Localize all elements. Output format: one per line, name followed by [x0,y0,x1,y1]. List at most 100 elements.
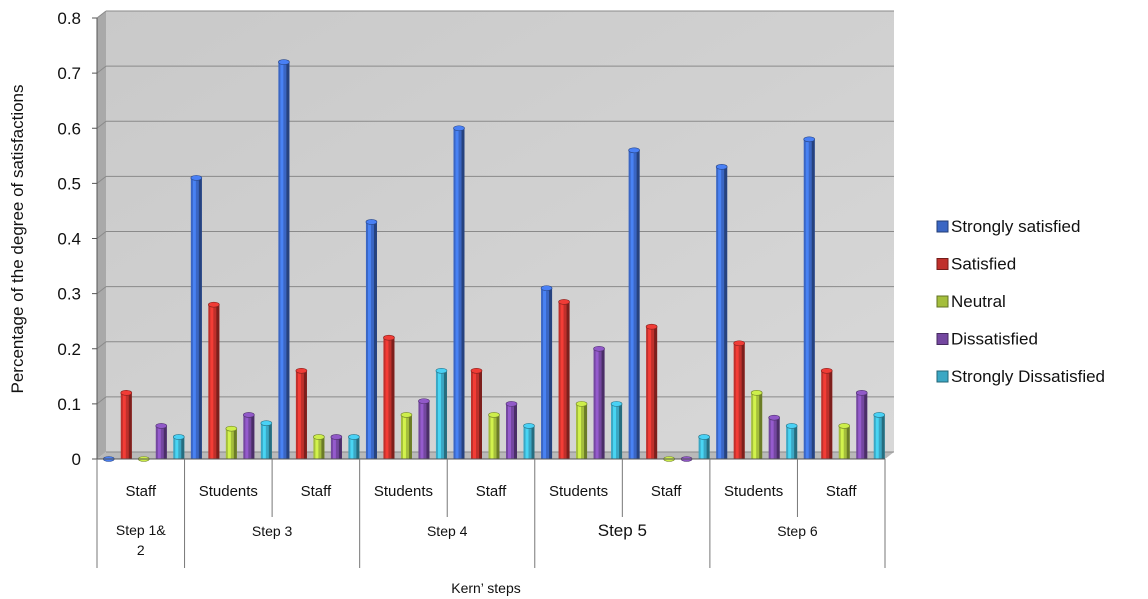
bar-highlight [490,414,494,459]
bar-body [295,370,307,459]
bar-highlight [280,62,284,459]
bar-cap [470,367,483,374]
bar [453,125,465,459]
bar-highlight [455,128,459,459]
bar-body [768,417,780,459]
bar [715,164,728,459]
legend-swatch [936,220,949,233]
bar [295,367,308,459]
bar-body [471,370,482,459]
x-tick-label: Staff [476,483,507,500]
x-axis: Staff Students Staff Students Staff Students S… [96,458,886,568]
bar-highlight [402,414,406,459]
bar-shadow [776,417,780,459]
bar-body [751,392,763,459]
bar-highlight [350,436,354,459]
bar-highlight [385,337,389,459]
bar-highlight [700,436,704,459]
bar-shadow [181,436,185,459]
bar-cap [505,401,518,407]
y-axis-label: Percentage of the degree of satisfaction… [8,84,27,393]
x-axis-label: Kern’ steps [451,580,521,596]
bar [278,59,290,459]
bar [505,401,518,459]
bar-body [365,221,377,459]
bar-shadow [514,403,517,459]
bar-body [698,436,710,459]
bar-shadow [829,370,833,459]
bar-cap [855,390,868,396]
bar-body [400,414,412,459]
bar [190,175,203,460]
y-tick-label: 0.8 [57,9,81,28]
bar-highlight [157,425,161,459]
bar-body [190,177,202,460]
bar [488,412,500,459]
bar-body [786,425,798,459]
group-label: Step 1& 2 [116,522,166,558]
bar-highlight [175,436,179,459]
bar-body [120,392,132,459]
bar-body [278,62,290,459]
bar-highlight [245,414,249,459]
bar-body [541,288,553,459]
bar-body [803,139,815,459]
legend-swatch [936,295,949,308]
y-tick-label: 0.5 [57,174,81,193]
bar [873,412,886,459]
x-tick-label: Students [374,483,433,500]
bar-body [488,414,500,459]
bar [225,425,238,459]
bar-shadow [303,370,307,459]
bar [172,434,185,459]
legend-item: Neutral [936,292,1006,311]
bar-highlight [297,370,301,459]
bar-cap [873,412,886,418]
x-tick-label: Staff [651,483,682,500]
bar-shadow [338,436,342,459]
bar-body [173,436,185,459]
bar-body [208,304,220,459]
bar-highlight [770,417,774,459]
bar-body [330,436,342,459]
x-tick-label: Staff [125,483,156,500]
bar-body [506,403,517,459]
bar-highlight [525,425,529,459]
bar-highlight [332,436,336,459]
bar-cap [278,59,290,65]
legend-swatch [936,370,949,383]
bar-body [576,403,588,459]
bar-cap [628,147,640,154]
bar-shadow [549,288,553,459]
bar-body [418,401,430,459]
bar-shadow [584,403,588,459]
bar-body [646,326,658,459]
bar [470,367,483,459]
bar-cap [120,390,133,396]
bar-body [348,436,360,459]
bar [838,423,851,459]
gridline [96,175,107,184]
bar-shadow [251,414,255,459]
bar-body [313,436,325,459]
gridline [96,10,107,19]
bar-shadow [531,425,535,459]
bar-highlight [543,288,547,459]
bar-highlight [648,326,652,459]
bar-shadow [479,370,482,459]
bar-shadow [846,425,850,459]
group-label: Step 4 [427,523,468,539]
group-label: Step 5 [598,521,647,540]
bar-highlight [858,392,862,459]
bar-highlight [823,370,827,459]
bar-cap [575,401,588,407]
bar-highlight [595,348,599,459]
bar-body [733,343,745,459]
bar-shadow [636,150,640,460]
bar-highlight [578,403,582,459]
x-tick-label: Staff [826,483,857,500]
bar-cap [488,412,500,418]
bar-shadow [881,414,885,459]
group-label: Step 6 [777,523,818,539]
